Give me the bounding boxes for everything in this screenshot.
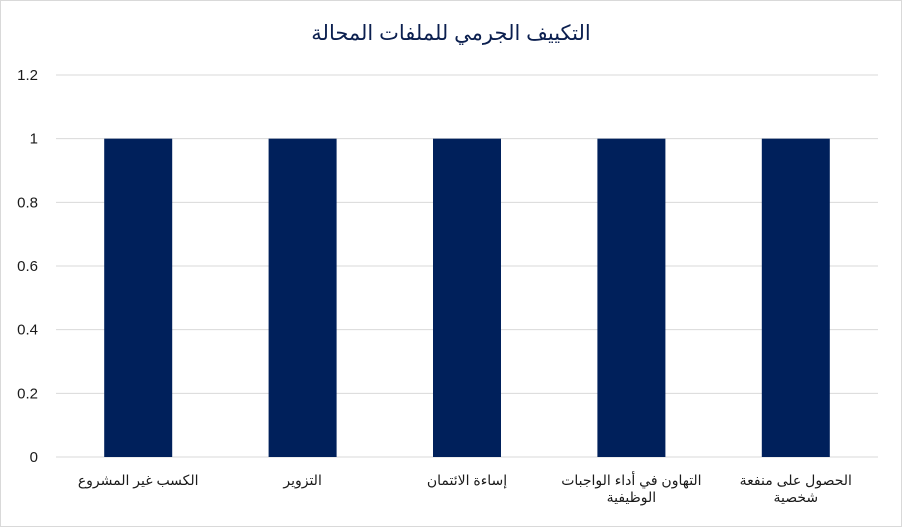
bar [104,138,173,457]
y-tick-label: 0.4 [17,322,38,339]
y-tick-label: 1.2 [17,67,38,84]
x-category-label: الوظيفية [607,489,657,506]
bar [433,138,501,457]
y-tick-label: 0.8 [17,194,38,211]
bar [597,138,666,457]
y-axis-ticks: 0 0.2 0.4 0.6 0.8 1 1.2 [17,67,38,466]
bars [104,138,830,457]
bar [761,138,830,457]
chart-title: التكييف الجرمي للملفات المحالة [311,22,590,45]
x-category-label: التزوير [282,472,322,489]
x-category-label: إساءة الائتمان [427,472,507,489]
y-tick-label: 0.6 [17,258,38,275]
y-tick-label: 0.2 [17,385,38,402]
x-category-label: شخصية [773,489,818,505]
y-tick-label: 0 [30,449,38,466]
x-category-label: الحصول على منفعة [740,472,852,489]
bar [268,138,337,457]
y-tick-label: 1 [30,131,38,148]
x-category-label: التهاون في أداء الواجبات [561,471,701,489]
x-axis-labels: الكسب غير المشروع التزوير إساءة الائتمان ال… [78,471,852,506]
x-category-label: الكسب غير المشروع [78,472,199,489]
